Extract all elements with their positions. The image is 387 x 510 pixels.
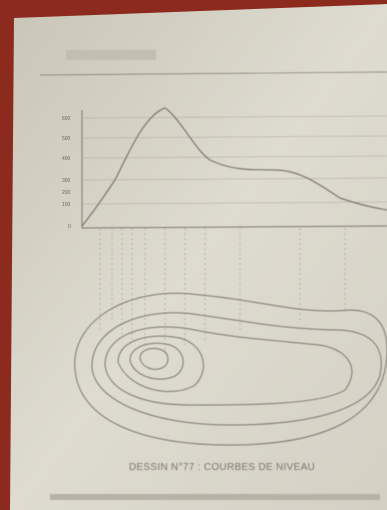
y-label: 600 [62, 116, 71, 122]
y-label: 400 [62, 156, 71, 162]
y-label: 0 [68, 224, 71, 230]
y-label: 500 [62, 136, 71, 142]
y-label: 300 [62, 178, 71, 184]
heading-blur [66, 50, 156, 60]
caption: DESSIN N°77 : COURBES DE NIVEAU [129, 462, 315, 473]
y-label: 100 [62, 202, 71, 208]
y-label: 200 [62, 190, 71, 196]
footer-text-blur [50, 494, 380, 500]
paper-page [10, 4, 387, 510]
photo: 600 500 400 300 200 100 0 DESSIN N°77 : … [0, 0, 387, 510]
